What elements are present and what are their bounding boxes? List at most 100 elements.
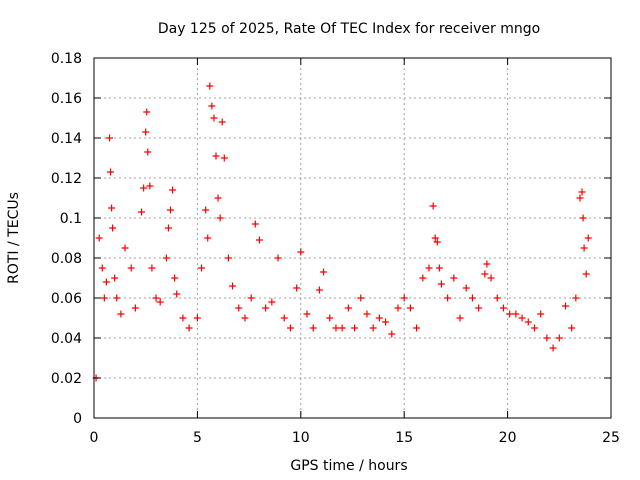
data-point [255,236,263,244]
data-point [382,318,390,326]
y-tick-label: 0.14 [51,131,82,147]
data-point [293,284,301,292]
data-point [220,154,228,162]
data-point [562,302,570,310]
data-point [568,324,576,332]
x-axis-label: GPS time / hours [290,458,407,474]
data-point [437,280,445,288]
data-point [578,188,586,196]
x-tick-label: 10 [292,430,310,446]
data-point [456,314,464,322]
data-point [171,274,179,282]
data-point [524,318,532,326]
data-point [152,294,160,302]
data-point [572,294,580,302]
data-point [499,304,507,312]
data-point [206,82,214,90]
data-point [131,304,139,312]
data-point [468,294,476,302]
data-point [582,270,590,278]
data-point [413,324,421,332]
data-point [218,118,226,126]
data-point [512,310,520,318]
data-point [102,278,110,286]
data-point [173,290,181,298]
data-point [549,344,557,352]
data-point [315,286,323,294]
data-point [212,152,220,160]
data-point [580,244,588,252]
data-point [146,182,154,190]
data-point [111,274,119,282]
data-point [537,310,545,318]
data-point [338,324,346,332]
data-point [555,334,563,342]
data-point [483,260,491,268]
data-point [419,274,427,282]
y-tick-label: 0.02 [51,371,82,387]
data-point [286,324,294,332]
data-point [251,220,259,228]
data-point [357,294,365,302]
data-point [148,264,156,272]
data-point [274,254,282,262]
data-point [198,264,206,272]
data-point [107,168,115,176]
data-point [214,194,222,202]
data-point [142,128,150,136]
data-point [268,298,276,306]
data-point [162,254,170,262]
data-point [450,274,458,282]
y-tick-label: 0.06 [51,291,82,307]
data-point [204,234,212,242]
data-point [109,224,117,232]
data-point [106,134,114,142]
y-tick-labels: 0 0.02 0.04 0.06 0.08 0.1 0.12 0.14 0.16 0.18 [51,51,82,427]
data-point [431,234,439,242]
data-point [235,304,243,312]
data-point [506,310,514,318]
data-point [326,314,334,322]
y-tick-label: 0.1 [60,211,82,227]
chart-title: Day 125 of 2025, Rate Of TEC Index for r… [158,21,540,37]
scatter-points [92,82,592,382]
data-point [185,324,193,332]
data-point [530,324,538,332]
data-point [487,274,495,282]
data-point [127,264,135,272]
data-point [309,324,317,332]
data-point [169,186,177,194]
data-point [241,314,249,322]
x-tick-labels: 0 5 10 15 20 25 [90,430,620,446]
data-point [351,324,359,332]
data-point [406,304,414,312]
data-point [247,294,255,302]
data-point [493,294,501,302]
y-axis-label: ROTI / TECUs [6,192,22,284]
data-point [433,238,441,246]
data-point [210,114,218,122]
data-point [229,282,237,290]
grid-lines [94,58,611,418]
data-point [518,314,526,322]
data-point [363,310,371,318]
data-point [584,234,592,242]
data-point [108,204,116,212]
data-point [543,334,551,342]
data-point [138,208,146,216]
data-point [332,324,340,332]
x-tick-label: 5 [193,430,202,446]
data-point [375,314,383,322]
y-tick-label: 0.18 [51,51,82,67]
y-tick-label: 0.12 [51,171,82,187]
data-point [98,264,106,272]
data-point [481,270,489,278]
data-point [576,194,584,202]
x-tick-label: 25 [602,430,620,446]
x-tick-label: 0 [90,430,99,446]
data-point [144,148,152,156]
data-point [95,234,103,242]
x-tick-label: 20 [499,430,517,446]
data-point [579,214,587,222]
